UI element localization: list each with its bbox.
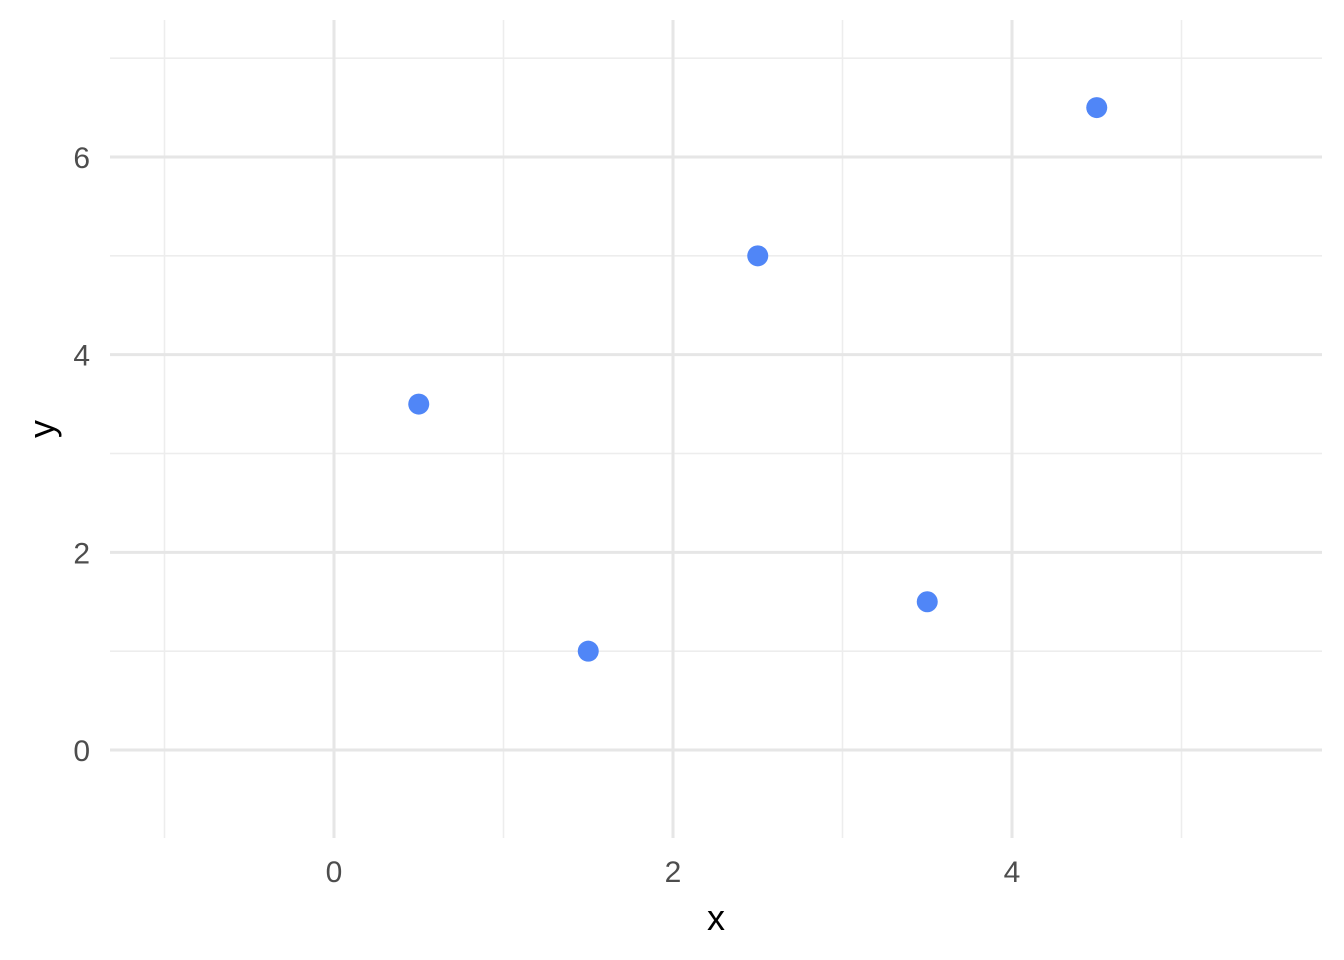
major-gridlines bbox=[110, 20, 1322, 838]
x-tick-label: 2 bbox=[665, 856, 682, 889]
data-points bbox=[408, 97, 1108, 662]
x-tick-labels: 0 2 4 bbox=[326, 856, 1021, 889]
data-point bbox=[1086, 97, 1108, 119]
y-tick-label: 4 bbox=[73, 340, 90, 373]
y-axis-title: y bbox=[21, 420, 62, 438]
x-tick-label: 4 bbox=[1004, 856, 1021, 889]
minor-gridlines bbox=[110, 20, 1322, 838]
y-tick-label: 2 bbox=[73, 537, 90, 570]
data-point bbox=[916, 591, 938, 613]
y-tick-labels: 0 2 4 6 bbox=[73, 142, 90, 768]
x-tick-label: 0 bbox=[326, 856, 343, 889]
y-tick-label: 6 bbox=[73, 142, 90, 175]
data-point bbox=[577, 640, 599, 662]
y-tick-label: 0 bbox=[73, 735, 90, 768]
data-point bbox=[747, 245, 769, 267]
x-axis-title: x bbox=[707, 897, 725, 938]
data-point bbox=[408, 393, 430, 415]
